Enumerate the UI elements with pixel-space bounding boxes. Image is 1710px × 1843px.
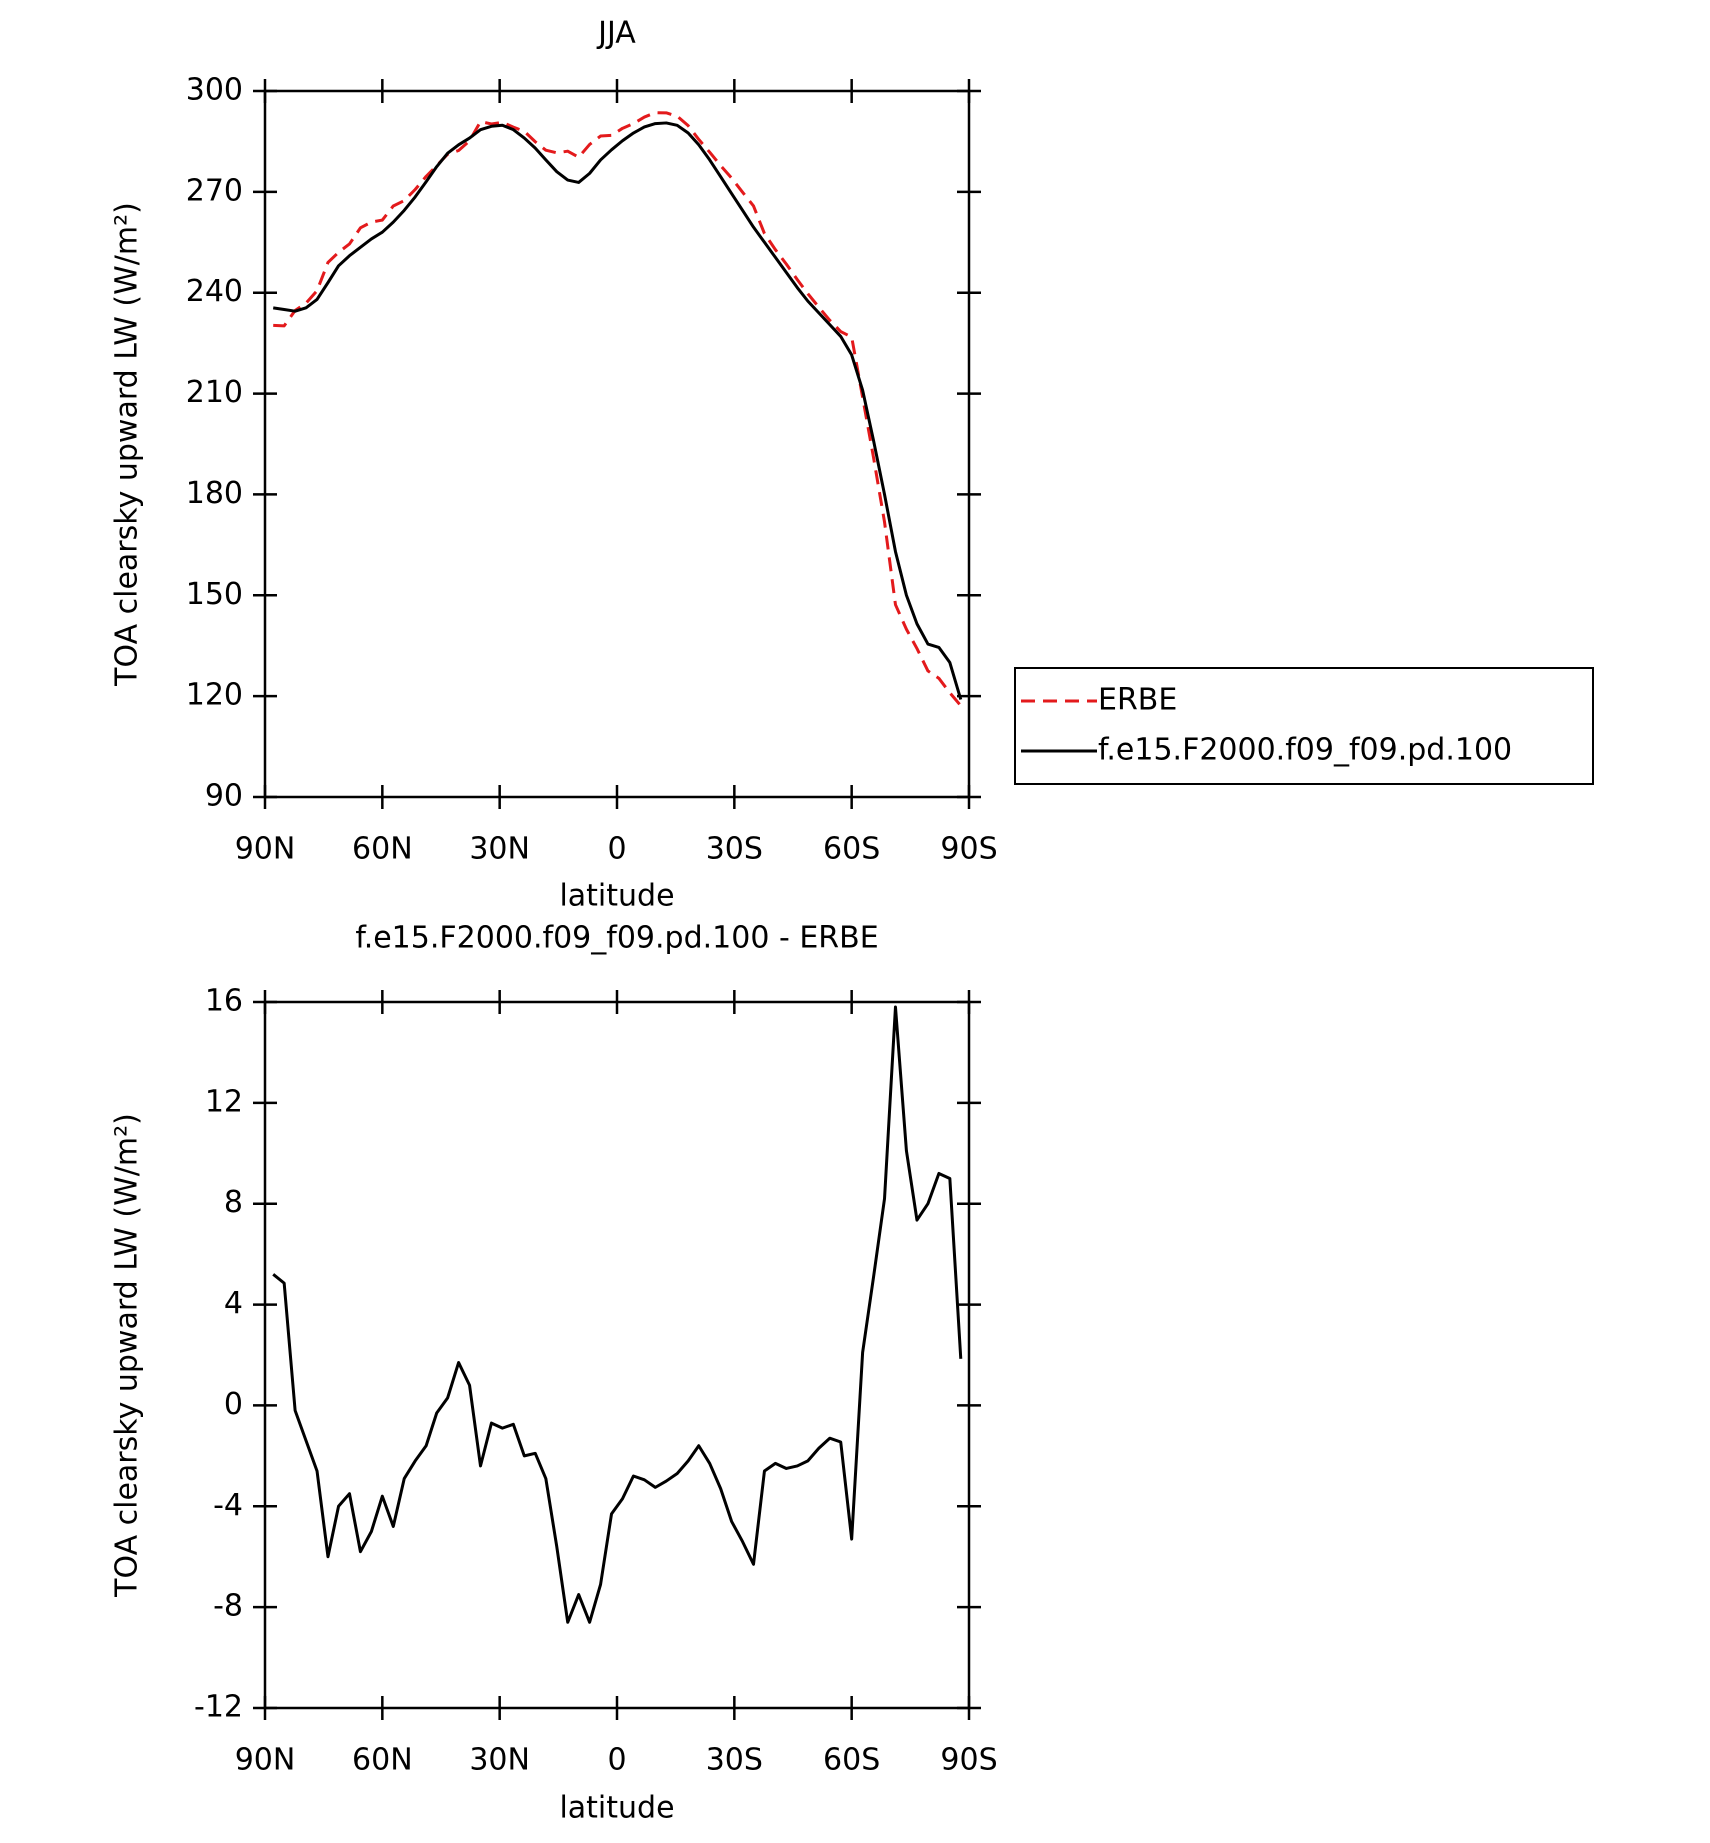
y-tick-label: -4 — [213, 1488, 243, 1523]
chart-title: f.e15.F2000.f09_f09.pd.100 - ERBE — [355, 921, 878, 956]
x-tick-label: 0 — [607, 832, 626, 867]
x-tick-label: 90S — [940, 832, 997, 867]
x-axis-label: latitude — [559, 1791, 674, 1826]
x-tick-label: 60N — [352, 832, 413, 867]
data-line — [273, 111, 962, 707]
y-tick-label: 4 — [224, 1286, 243, 1321]
data-line — [272, 121, 963, 700]
x-tick-label: 90N — [235, 832, 296, 867]
y-tick-label: 240 — [186, 274, 243, 309]
y-axis-label: TOA clearsky upward LW (W/m²) — [110, 202, 145, 687]
x-tick-label: 60N — [352, 1743, 413, 1778]
x-tick-label: 30S — [706, 1743, 763, 1778]
legend: ERBE f.e15.F2000.f09_f09.pd.100 — [1014, 667, 1594, 785]
x-tick-label: 60S — [823, 832, 880, 867]
y-tick-label: 8 — [224, 1185, 243, 1220]
y-tick-label: 270 — [186, 173, 243, 208]
y-tick-label: 180 — [186, 476, 243, 511]
y-tick-label: 90 — [205, 779, 243, 814]
x-tick-label: 60S — [823, 1743, 880, 1778]
y-axis-label: TOA clearsky upward LW (W/m²) — [110, 1113, 145, 1598]
y-tick-label: 12 — [205, 1084, 243, 1119]
data-line — [272, 1005, 963, 1624]
x-tick-label: 30N — [469, 832, 530, 867]
y-tick-label: -12 — [194, 1690, 243, 1725]
x-axis-label: latitude — [559, 879, 674, 914]
x-tick-label: 30N — [469, 1743, 530, 1778]
legend-label: ERBE — [1098, 683, 1177, 718]
y-tick-label: 150 — [186, 577, 243, 612]
y-tick-label: 0 — [224, 1387, 243, 1422]
y-tick-label: -8 — [213, 1589, 243, 1624]
plot-frame — [263, 89, 971, 799]
y-tick-label: 16 — [205, 984, 243, 1019]
chart-title: JJA — [596, 16, 636, 51]
y-tick-label: 120 — [186, 678, 243, 713]
plot-frame — [263, 1000, 971, 1710]
y-tick-label: 210 — [186, 375, 243, 410]
x-tick-label: 30S — [706, 832, 763, 867]
x-tick-label: 90N — [235, 1743, 296, 1778]
legend-label: f.e15.F2000.f09_f09.pd.100 — [1098, 733, 1512, 768]
x-tick-label: 90S — [940, 1743, 997, 1778]
x-tick-label: 0 — [607, 1743, 626, 1778]
legend-box — [1014, 667, 1594, 785]
y-tick-label: 300 — [186, 73, 243, 108]
